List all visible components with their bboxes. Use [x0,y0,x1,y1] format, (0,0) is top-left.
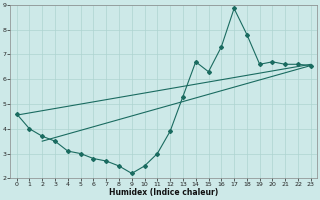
X-axis label: Humidex (Indice chaleur): Humidex (Indice chaleur) [109,188,218,197]
